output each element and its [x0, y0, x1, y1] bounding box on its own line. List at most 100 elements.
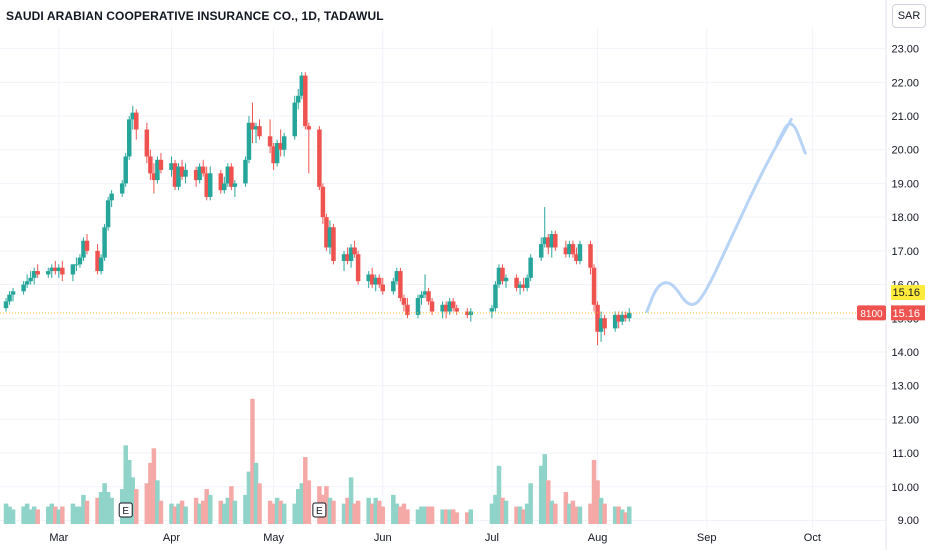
candle-body: [454, 308, 459, 312]
candle-body: [243, 159, 248, 184]
volume-bar: [465, 512, 470, 524]
volume-bar: [46, 506, 51, 524]
earnings-marker-label: E: [122, 506, 129, 517]
candle-body: [563, 247, 569, 255]
volume-bar: [366, 497, 371, 524]
candle-body: [373, 277, 378, 285]
candle-body: [623, 314, 628, 319]
earnings-marker[interactable]: E: [118, 502, 133, 518]
candle-body: [570, 244, 576, 255]
volume-bar: [74, 506, 79, 524]
price-tick-label: 22.00: [891, 77, 919, 89]
volume-bar: [514, 506, 519, 524]
crosshair-price-badge-label: 15.16: [892, 308, 920, 320]
candle-body: [70, 264, 76, 275]
candle-body: [542, 237, 547, 245]
candle-body: [148, 156, 153, 174]
candle-body: [419, 294, 424, 299]
candle-body: [3, 301, 9, 309]
candle-body: [130, 112, 136, 120]
volume-bar: [84, 500, 90, 524]
earnings-marker-box: [312, 502, 327, 518]
time-tick-label: Apr: [163, 532, 180, 544]
volume-bar: [232, 500, 238, 524]
candle-body: [95, 250, 100, 272]
volume-bar: [528, 483, 533, 524]
volume-bar: [81, 494, 86, 524]
volume-bar: [450, 509, 456, 524]
candle-body: [49, 267, 55, 272]
candle-body: [278, 142, 283, 150]
candle-body: [355, 254, 361, 282]
candle-body: [503, 277, 509, 282]
volume-bar: [468, 509, 474, 524]
volume-bar: [70, 503, 76, 524]
candle-body: [56, 267, 62, 272]
symbol-title: SAUDI ARABIAN COOPERATIVE INSURANCE CO.,…: [6, 9, 384, 23]
candle-body: [331, 227, 336, 261]
volume-bar: [134, 489, 139, 524]
candle-body: [415, 298, 421, 315]
volume-bar: [489, 503, 495, 524]
volume-badge: [857, 305, 886, 321]
candle-body: [524, 277, 530, 288]
last-price-badge-label: 15.16: [892, 287, 920, 299]
candle-body: [155, 159, 160, 181]
earnings-marker[interactable]: E: [312, 502, 327, 518]
volume-bar: [306, 480, 312, 524]
candle-body: [98, 257, 104, 272]
price-tick-label: 17.00: [891, 246, 919, 258]
volume-bar: [225, 497, 231, 524]
volume-bar: [503, 500, 509, 524]
volume-bar: [373, 497, 378, 524]
candle-body: [306, 126, 312, 130]
volume-bar: [345, 497, 350, 524]
volume-bar: [517, 506, 523, 524]
candle-body: [376, 277, 382, 285]
price-tick-label: 14.00: [891, 347, 919, 359]
volume-bar: [331, 500, 336, 524]
candle-body: [28, 277, 33, 282]
volume-bar: [193, 497, 199, 524]
candles: [3, 72, 632, 346]
volume-bar: [267, 500, 273, 524]
currency-button[interactable]: SAR: [892, 4, 926, 28]
volume-bar: [598, 497, 604, 524]
candle-body: [616, 314, 621, 322]
brush-drawings: [645, 117, 807, 314]
volume-bar: [394, 503, 400, 524]
candle-body: [292, 102, 297, 137]
volume-bar: [253, 462, 259, 524]
candle-body: [225, 166, 231, 184]
candle-body: [619, 314, 625, 322]
candle-body: [422, 291, 428, 295]
volume-bar: [151, 448, 157, 524]
candle-body: [405, 304, 410, 315]
candle-body: [591, 267, 597, 305]
candle-body: [31, 271, 37, 278]
volume-bar: [524, 503, 530, 524]
candle-body: [10, 291, 16, 295]
price-tick-label: 13.00: [891, 381, 919, 393]
price-tick-label: 9.00: [898, 515, 919, 527]
volume-bar: [60, 506, 65, 524]
volume-bar: [627, 506, 632, 524]
time-tick-label: Oct: [804, 532, 821, 544]
candle-body: [218, 173, 224, 191]
volume-bar: [574, 506, 579, 524]
volume-bar: [204, 489, 209, 524]
candle-body: [500, 267, 505, 282]
candle-body: [296, 95, 301, 103]
volume-bar: [148, 462, 153, 524]
candle-body: [345, 254, 350, 261]
volume-bar: [549, 500, 555, 524]
candle-body: [327, 227, 333, 248]
volume-badge-label: 8100: [860, 309, 883, 320]
candle-body: [183, 169, 188, 177]
candle-body: [588, 244, 593, 268]
volume-bar: [176, 503, 181, 524]
volume-bar: [10, 509, 16, 524]
volume-bar: [500, 497, 505, 524]
